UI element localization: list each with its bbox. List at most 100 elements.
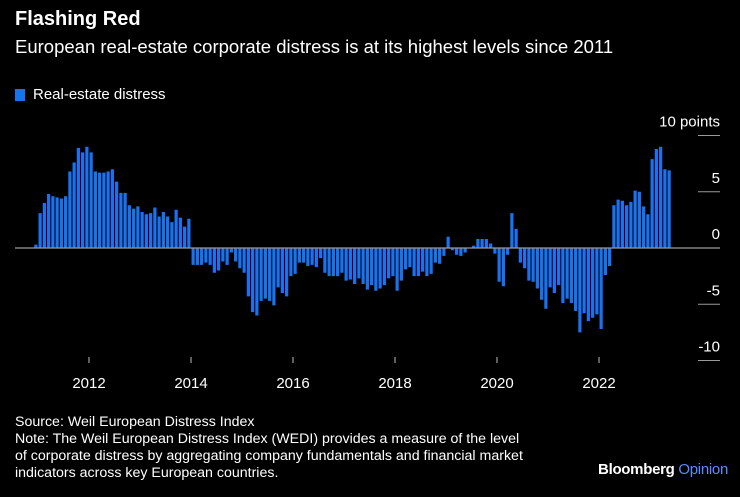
bar: [412, 248, 416, 277]
bar: [76, 147, 80, 249]
bar: [217, 248, 221, 271]
bar: [557, 248, 561, 286]
bar: [531, 248, 535, 282]
bar: [144, 214, 148, 248]
bar: [178, 217, 182, 249]
bar: [229, 248, 233, 253]
bar: [157, 216, 161, 248]
bar: [314, 248, 318, 268]
bar: [327, 248, 331, 277]
bar: [510, 213, 514, 249]
bar: [251, 248, 255, 313]
bar: [344, 248, 348, 281]
bar: [663, 169, 667, 248]
bar: [523, 248, 527, 269]
bar: [506, 248, 510, 255]
bar: [149, 213, 153, 249]
bar: [625, 205, 629, 248]
bar: [603, 248, 607, 275]
bar: [361, 248, 365, 284]
y-tick-label: -10: [698, 339, 720, 356]
bar: [353, 248, 357, 284]
bar: [89, 152, 93, 249]
bar: [608, 248, 612, 266]
bar: [268, 248, 272, 301]
bar: [123, 192, 127, 249]
bar: [55, 197, 59, 249]
bar: [476, 239, 480, 248]
bar: [565, 248, 569, 299]
bar: [200, 248, 204, 265]
bar: [395, 248, 399, 291]
bar: [115, 181, 119, 249]
bar: [561, 248, 565, 304]
brand-suffix: Opinion: [678, 461, 728, 478]
bar: [212, 248, 216, 273]
bar: [64, 196, 68, 248]
bar: [174, 209, 178, 248]
bar: [433, 248, 437, 263]
bar: [187, 218, 191, 248]
bar: [183, 226, 187, 249]
bar: [285, 248, 289, 297]
source-text: Source: Weil European Distress Index: [15, 414, 255, 430]
bar: [425, 248, 429, 277]
y-tick-label: 10 points: [659, 114, 720, 131]
bar: [119, 192, 123, 249]
x-tick-label: 2018: [378, 375, 411, 392]
y-tick-label: 5: [712, 170, 720, 187]
bar: [612, 205, 616, 248]
bar: [68, 171, 72, 248]
bar: [225, 248, 229, 265]
footer: Source: Weil European Distress Index Not…: [15, 414, 523, 482]
bar: [195, 248, 199, 265]
bar: [302, 248, 306, 263]
bar: [255, 248, 259, 316]
bar: [378, 248, 382, 289]
bar: [319, 248, 323, 259]
bar: [642, 206, 646, 249]
bar: [310, 248, 314, 265]
bar: [484, 239, 488, 248]
bar: [569, 248, 573, 304]
bar: [93, 171, 97, 248]
bar: [599, 248, 603, 329]
bar: [259, 248, 263, 301]
bar: [38, 213, 42, 249]
note-line: Note: The Weil European Distress Index (…: [15, 431, 520, 447]
bar: [404, 248, 408, 270]
bloomberg-opinion-logo: Bloomberg Opinion: [598, 461, 728, 478]
bar: [514, 228, 518, 249]
bar: [336, 248, 340, 277]
bar: [170, 222, 174, 248]
bar: [98, 172, 102, 249]
bar: [81, 152, 85, 249]
y-tick-label: -5: [707, 282, 720, 299]
bar: [208, 248, 212, 265]
bar: [102, 172, 106, 249]
bar: [459, 248, 463, 256]
bar: [51, 196, 55, 248]
bar: [297, 248, 301, 263]
bar: [106, 171, 110, 248]
bar: [47, 194, 51, 248]
bar: [654, 149, 658, 248]
bar: [110, 169, 114, 248]
bar: [153, 207, 157, 248]
bar: [501, 248, 505, 287]
bar: [574, 248, 578, 311]
bar: [331, 248, 335, 277]
bar: [221, 248, 225, 262]
bar: [191, 248, 195, 265]
bar: [391, 248, 395, 277]
x-tick-label: 2012: [72, 375, 105, 392]
bar: [370, 248, 374, 286]
bar: [620, 200, 624, 248]
bar: [535, 248, 539, 289]
bar: [387, 248, 391, 279]
bar: [548, 248, 552, 288]
bar: [234, 248, 238, 262]
bar: [161, 212, 165, 248]
chart-subtitle: European real-estate corporate distress …: [15, 36, 614, 57]
